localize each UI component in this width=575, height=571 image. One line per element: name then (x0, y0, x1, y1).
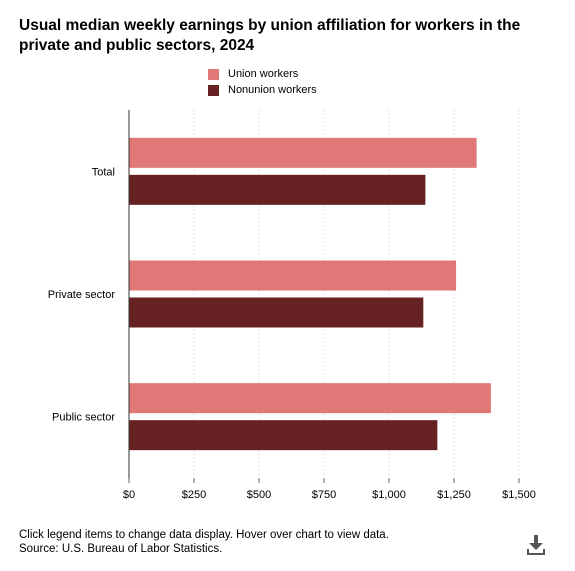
category-label: Public sector (52, 412, 115, 424)
bar-union[interactable] (129, 383, 491, 414)
x-tick-label: $1,500 (502, 489, 536, 501)
legend-swatch-union (208, 68, 219, 80)
bar-nonunion[interactable] (129, 174, 426, 205)
x-tick-label: $0 (123, 489, 135, 501)
legend-item-union[interactable]: Union workers (208, 66, 317, 82)
x-tick-label: $1,250 (437, 489, 471, 501)
chart-footer: Click legend items to change data displa… (19, 528, 389, 556)
x-tick-label: $500 (247, 489, 271, 501)
x-tick-label: $250 (182, 489, 206, 501)
category-label: Total (92, 166, 115, 178)
legend-label-nonunion: Nonunion workers (228, 84, 317, 96)
bar-union[interactable] (129, 260, 457, 291)
download-icon[interactable] (526, 534, 546, 556)
x-tick-label: $750 (312, 489, 336, 501)
legend-label-union: Union workers (228, 68, 299, 80)
category-label: Private sector (48, 289, 116, 301)
bar-union[interactable] (129, 137, 477, 168)
legend-item-nonunion[interactable]: Nonunion workers (208, 82, 317, 98)
footer-note: Click legend items to change data displa… (19, 529, 389, 541)
legend: Union workers Nonunion workers (208, 66, 317, 98)
chart-title: Usual median weekly earnings by union af… (19, 17, 521, 54)
legend-swatch-nonunion (208, 84, 219, 96)
bar-nonunion[interactable] (129, 297, 424, 328)
x-tick-label: $1,000 (372, 489, 406, 501)
footer-source: Source: U.S. Bureau of Labor Statistics. (19, 543, 223, 555)
bar-nonunion[interactable] (129, 420, 438, 451)
